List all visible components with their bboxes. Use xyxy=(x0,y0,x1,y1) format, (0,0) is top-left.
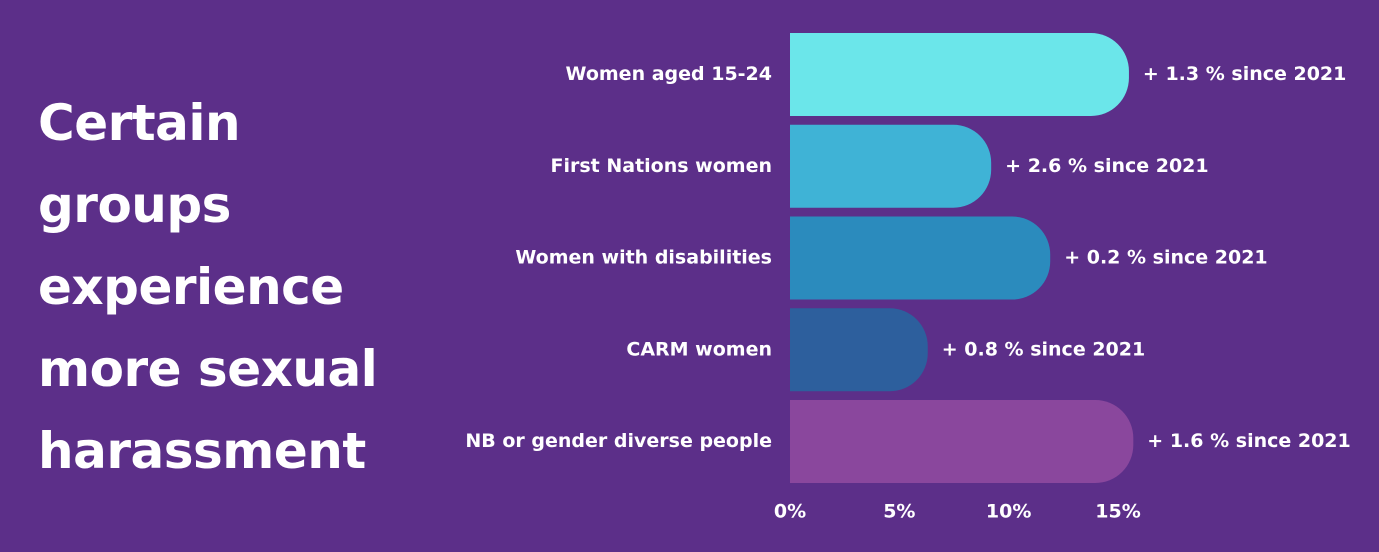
category-label-4: CARM women xyxy=(626,338,772,360)
change-label-1: + 1.3 % since 2021 xyxy=(1143,63,1346,85)
x-tick-label-3: 10% xyxy=(986,501,1031,523)
bar-1 xyxy=(790,33,1129,116)
category-label-3: Women with disabilities xyxy=(515,247,772,269)
bar-5 xyxy=(790,400,1134,483)
x-tick-label-4: 15% xyxy=(1095,501,1140,523)
change-label-5: + 1.6 % since 2021 xyxy=(1147,430,1350,452)
bar-3 xyxy=(790,216,1051,300)
category-label-5: NB or gender diverse people xyxy=(465,430,772,452)
change-label-2: + 2.6 % since 2021 xyxy=(1005,155,1208,177)
headline-line-4: more sexual xyxy=(38,340,378,398)
headline-line-5: harassment xyxy=(38,422,366,480)
bar-2 xyxy=(790,124,992,208)
headline-line-3: experience xyxy=(38,258,344,316)
headline: Certain groups experience more sexual ha… xyxy=(38,82,438,492)
bar-4 xyxy=(790,308,928,392)
change-label-3: + 0.2 % since 2021 xyxy=(1064,247,1267,269)
headline-line-1: Certain xyxy=(38,94,241,152)
headline-line-2: groups xyxy=(38,176,231,234)
category-label-2: First Nations women xyxy=(550,155,772,177)
x-tick-label-2: 5% xyxy=(883,501,915,523)
x-tick-label-1: 0% xyxy=(774,501,806,523)
category-label-1: Women aged 15-24 xyxy=(566,63,772,85)
change-label-4: + 0.8 % since 2021 xyxy=(942,338,1145,360)
